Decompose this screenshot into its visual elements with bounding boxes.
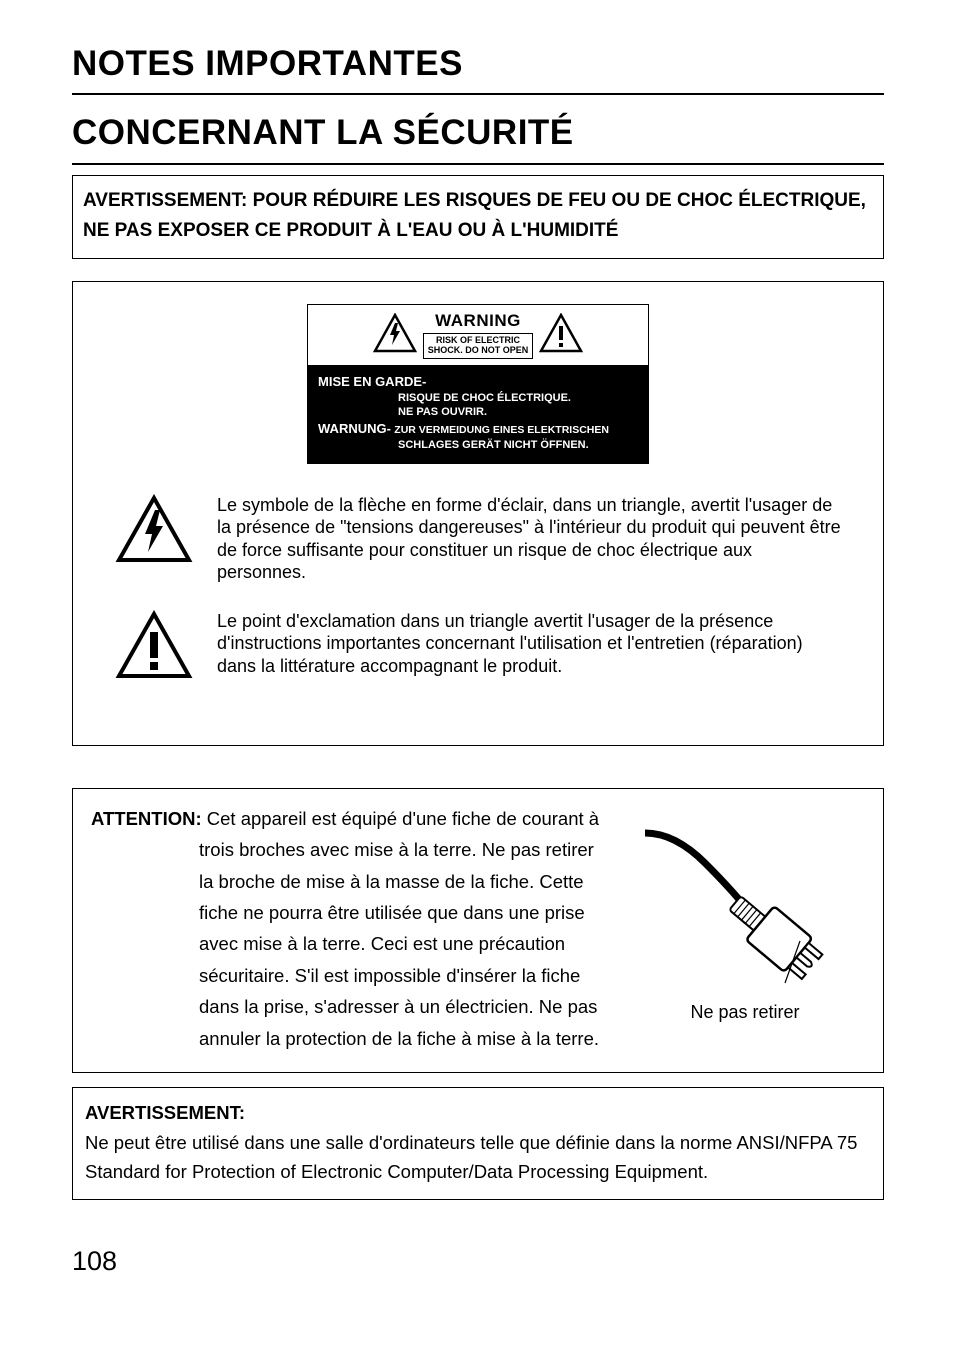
warning-label: WARNING RISK OF ELECTRIC SHOCK. DO NOT O… xyxy=(307,304,649,463)
bolt-triangle-icon xyxy=(373,313,417,358)
attention-box: ATTENTION: Cet appareil est équipé d'une… xyxy=(72,788,884,1074)
mise-sub2: NE PAS OUVRIR. xyxy=(318,405,638,420)
attention-label: ATTENTION: xyxy=(91,808,202,829)
bolt-symbol-row: Le symbole de la flèche en forme d'éclai… xyxy=(95,494,861,584)
warning-label-title: WARNING xyxy=(423,311,534,331)
warnung-label: WARNUNG- xyxy=(318,421,391,436)
title-rule-1 xyxy=(72,93,884,95)
warning-label-top: WARNING RISK OF ELECTRIC SHOCK. DO NOT O… xyxy=(308,305,648,365)
page-number: 108 xyxy=(72,1246,117,1277)
warning-label-center: WARNING RISK OF ELECTRIC SHOCK. DO NOT O… xyxy=(423,311,534,359)
mise-en-garde-label: MISE EN GARDE- xyxy=(318,374,426,389)
exclamation-symbol-row: Le point d'exclamation dans un triangle … xyxy=(95,610,861,685)
bolt-symbol-text: Le symbole de la flèche en forme d'éclai… xyxy=(217,494,841,584)
title-rule-2 xyxy=(72,163,884,165)
plug-figure: Ne pas retirer xyxy=(625,803,865,1055)
risk-line2: SHOCK. DO NOT OPEN xyxy=(428,345,529,355)
top-warning-box: AVERTISSEMENT: POUR RÉDUIRE LES RISQUES … xyxy=(72,175,884,260)
mise-sub1: RISQUE DE CHOC ÉLECTRIQUE. xyxy=(318,391,638,406)
avertissement-body: Ne peut être utilisé dans une salle d'or… xyxy=(85,1132,857,1183)
top-warning-text: AVERTISSEMENT: POUR RÉDUIRE LES RISQUES … xyxy=(83,190,866,241)
power-plug-icon xyxy=(625,823,865,998)
warnung-sub1: ZUR VERMEIDUNG EINES ELEKTRISCHEN xyxy=(394,424,609,436)
attention-body: trois broches avec mise à la terre. Ne p… xyxy=(91,834,605,1054)
avertissement-box: AVERTISSEMENT: Ne peut être utilisé dans… xyxy=(72,1087,884,1200)
risk-line1: RISK OF ELECTRIC xyxy=(436,335,520,345)
page-title-line1: NOTES IMPORTANTES xyxy=(72,40,884,87)
document-page: NOTES IMPORTANTES CONCERNANT LA SÉCURITÉ… xyxy=(0,0,954,1349)
attention-first-line: Cet appareil est équipé d'une fiche de c… xyxy=(202,808,599,829)
plug-caption: Ne pas retirer xyxy=(625,1002,865,1023)
avertissement-label: AVERTISSEMENT: xyxy=(85,1102,245,1123)
attention-text: ATTENTION: Cet appareil est équipé d'une… xyxy=(91,803,605,1055)
symbols-box: WARNING RISK OF ELECTRIC SHOCK. DO NOT O… xyxy=(72,281,884,745)
warning-risk-box: RISK OF ELECTRIC SHOCK. DO NOT OPEN xyxy=(423,333,534,359)
page-title-line2: CONCERNANT LA SÉCURITÉ xyxy=(72,109,884,156)
exclamation-symbol-text: Le point d'exclamation dans un triangle … xyxy=(217,610,841,678)
exclamation-triangle-icon xyxy=(539,313,583,358)
exclamation-triangle-icon xyxy=(115,610,193,685)
bolt-triangle-icon xyxy=(115,494,193,569)
warnung-sub2: SCHLAGES GERÄT NICHT ÖFFNEN. xyxy=(318,438,638,453)
warning-label-bottom: MISE EN GARDE- RISQUE DE CHOC ÉLECTRIQUE… xyxy=(308,365,648,463)
